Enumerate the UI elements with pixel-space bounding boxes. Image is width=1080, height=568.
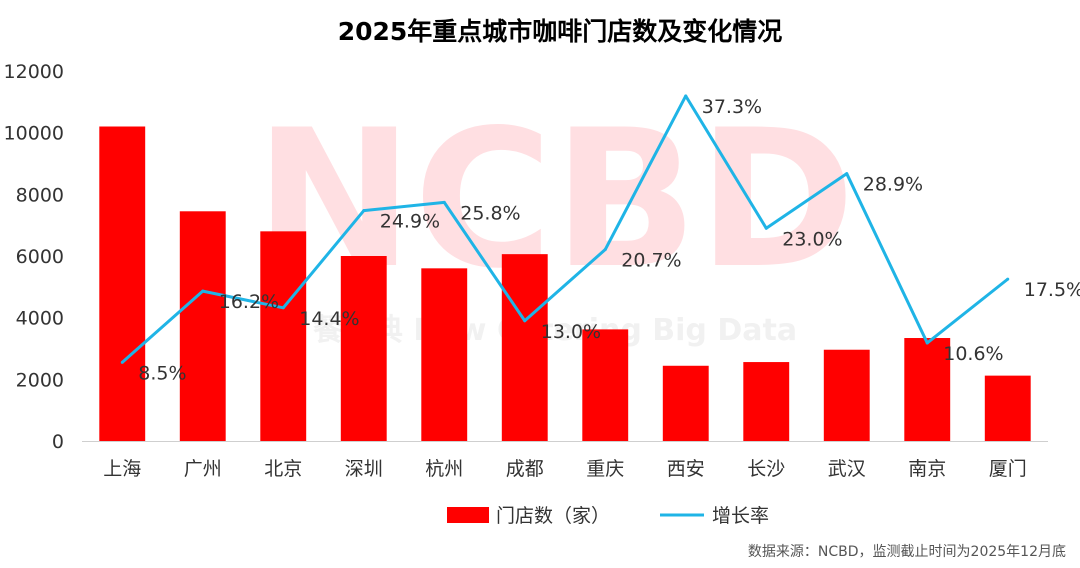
data-label: 13.0%	[541, 321, 601, 343]
line-point	[523, 319, 527, 323]
legend-label-bar: 门店数（家）	[496, 505, 610, 527]
bar	[743, 362, 790, 441]
legend: 门店数（家） 增长率	[447, 505, 769, 527]
line-point	[1006, 277, 1010, 281]
bar	[99, 126, 146, 441]
data-label: 28.9%	[863, 174, 923, 196]
line-point	[201, 289, 205, 293]
line-point	[764, 226, 768, 230]
x-axis: 上海 广州 北京 深圳 杭州 成都 重庆 西安 长沙 武汉 南京 厦门	[103, 458, 1027, 480]
data-label: 23.0%	[782, 228, 842, 250]
y-axis: 0 2000 4000 6000 8000 10000 12000	[4, 61, 64, 453]
bar	[501, 254, 548, 441]
line-point	[845, 172, 849, 176]
line-point	[362, 209, 366, 213]
y-tick-label: 12000	[4, 61, 64, 83]
data-label: 8.5%	[138, 362, 186, 384]
y-tick-label: 10000	[4, 123, 64, 145]
x-tick-label: 厦门	[989, 458, 1027, 480]
growth-line	[121, 94, 1009, 364]
x-tick-label: 北京	[264, 458, 302, 480]
x-tick-label: 上海	[103, 458, 141, 480]
data-label: 24.9%	[380, 211, 440, 233]
chart-title: 2025年重点城市咖啡门店数及变化情况	[338, 17, 783, 46]
y-tick-label: 2000	[16, 369, 64, 391]
x-tick-label: 武汉	[828, 458, 866, 480]
bar	[582, 329, 629, 441]
line-point	[925, 341, 929, 345]
x-tick-label: 长沙	[747, 458, 785, 480]
data-label: 14.4%	[299, 308, 359, 330]
x-tick-label: 广州	[184, 458, 222, 480]
line-point	[120, 360, 124, 364]
bar	[662, 365, 709, 441]
bar	[260, 231, 307, 441]
bar	[904, 338, 951, 441]
data-label: 20.7%	[621, 250, 681, 272]
bar	[984, 375, 1031, 441]
bar-series	[99, 126, 1031, 441]
data-label: 37.3%	[702, 96, 762, 118]
line-point	[281, 306, 285, 310]
data-label: 25.8%	[460, 202, 520, 224]
x-tick-label: 南京	[908, 458, 946, 480]
watermark-tagline: 餐宝典 New Catering Big Data	[313, 313, 797, 348]
x-tick-label: 深圳	[345, 458, 383, 480]
data-label: 10.6%	[943, 343, 1003, 365]
data-label: 17.5%	[1024, 279, 1080, 301]
bar	[823, 349, 870, 441]
data-label: 16.2%	[219, 291, 279, 313]
y-tick-label: 6000	[16, 246, 64, 268]
legend-swatch-bar	[447, 507, 489, 523]
x-tick-label: 杭州	[425, 458, 463, 480]
line-series: 8.5% 16.2% 14.4% 24.9% 25.8% 13.0% 20.7% 37.3% 2…	[120, 94, 1080, 384]
x-tick-label: 成都	[506, 458, 544, 480]
line-point	[603, 248, 607, 252]
line-point	[684, 94, 688, 98]
x-tick-label: 重庆	[586, 458, 624, 480]
y-tick-label: 4000	[16, 308, 64, 330]
bar	[421, 268, 468, 441]
source-note: 数据来源：NCBD，监测截止时间为2025年12月底	[748, 544, 1066, 560]
line-point	[442, 200, 446, 204]
bar	[179, 211, 226, 441]
legend-label-line: 增长率	[712, 505, 769, 527]
bar	[340, 256, 387, 441]
y-tick-label: 8000	[16, 184, 64, 206]
y-tick-label: 0	[52, 431, 64, 453]
x-tick-label: 西安	[667, 458, 705, 480]
